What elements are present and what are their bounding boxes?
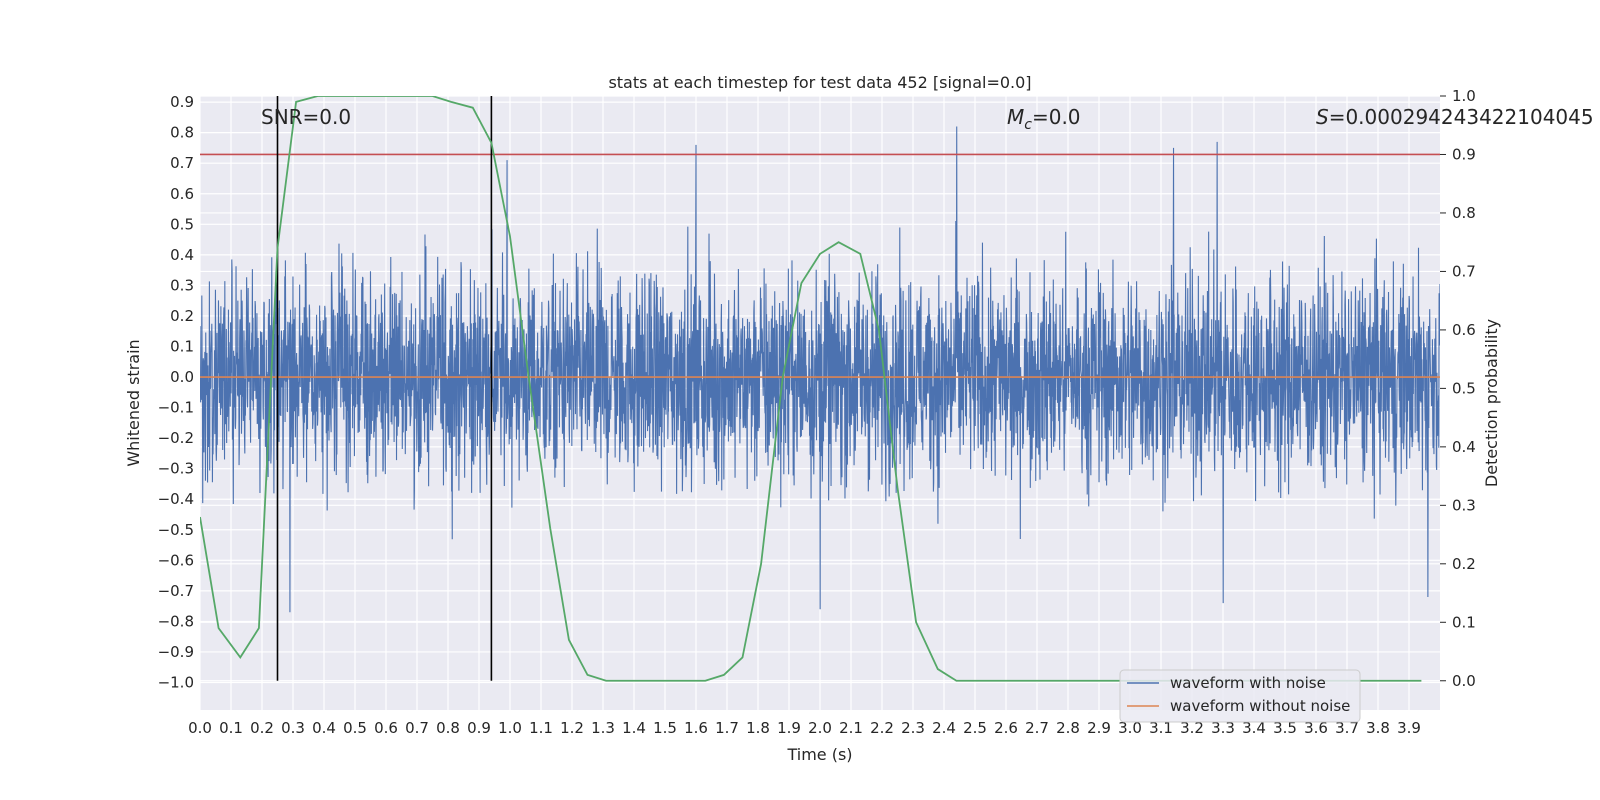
- y2-tick-label: 1.0: [1452, 87, 1476, 105]
- y-tick-label: −0.3: [158, 460, 194, 478]
- y-axis-label: Whitened strain: [124, 339, 143, 466]
- y-tick-label: −0.6: [158, 551, 194, 569]
- x-tick-label: 0.4: [312, 719, 336, 737]
- x-tick-label: 1.3: [591, 719, 615, 737]
- x-tick-label: 3.1: [1149, 719, 1173, 737]
- chart-title: stats at each timestep for test data 452…: [608, 73, 1031, 92]
- x-tick-label: 3.3: [1211, 719, 1235, 737]
- y2-tick-label: 0.9: [1452, 145, 1476, 163]
- x-tick-label: 2.9: [1087, 719, 1111, 737]
- y-tick-label: −0.2: [158, 429, 194, 447]
- y-tick-label: 0.4: [170, 246, 194, 264]
- mc-annotation: Mc=0.0: [1007, 105, 1081, 133]
- noise-waveform-layer: [200, 126, 1440, 613]
- x-tick-label: 1.1: [529, 719, 553, 737]
- y-tick-label: −0.5: [158, 521, 194, 539]
- x-tick-label: 2.0: [808, 719, 832, 737]
- mc-value: =0.0: [1032, 105, 1081, 129]
- x-axis-label: Time (s): [786, 745, 852, 764]
- y2-tick-label: 0.8: [1452, 204, 1476, 222]
- mc-subscript: c: [1024, 117, 1032, 133]
- s-value: =0.00029424342210404​5: [1329, 105, 1594, 129]
- x-tick-label: 1.9: [777, 719, 801, 737]
- y-tick-label: 0.3: [170, 276, 194, 294]
- noise-waveform-line: [200, 126, 1440, 613]
- x-tick-label: 3.9: [1397, 719, 1421, 737]
- y-tick-label: 0.0: [170, 368, 194, 386]
- y-tick-label: −1.0: [158, 674, 194, 692]
- x-tick-label: 1.6: [684, 719, 708, 737]
- x-tick-label: 0.6: [374, 719, 398, 737]
- y2-tick-label: 0.3: [1452, 496, 1476, 514]
- y2-tick-label: 0.2: [1452, 555, 1476, 573]
- y2-tick-labels: 1.0 0.9 0.8 0.7 0.6 0.5 0.4 0.3 0.2 0.1 0.0: [1440, 87, 1476, 690]
- y2-tick-label: 0.7: [1452, 262, 1476, 280]
- x-tick-label: 0.9: [467, 719, 491, 737]
- y2-tick-label: 0.6: [1452, 321, 1476, 339]
- y-tick-label: −0.4: [158, 490, 194, 508]
- y-tick-label: 0.2: [170, 307, 194, 325]
- y-tick-label: −0.7: [158, 582, 194, 600]
- legend-label-noise: waveform with noise: [1170, 674, 1326, 692]
- y2-tick-label: 0.1: [1452, 613, 1476, 631]
- x-tick-label: 2.5: [963, 719, 987, 737]
- x-tick-label: 1.4: [622, 719, 646, 737]
- y-tick-label: 0.1: [170, 337, 194, 355]
- s-symbol: S: [1316, 105, 1329, 129]
- x-tick-label: 0.5: [343, 719, 367, 737]
- y2-axis-label: Detection probability: [1482, 319, 1501, 487]
- x-tick-label: 0.1: [219, 719, 243, 737]
- x-tick-label: 2.2: [870, 719, 894, 737]
- y-tick-labels: 0.9 0.8 0.7 0.6 0.5 0.4 0.3 0.2 0.1 0.0 −0.1 −0.2 −0…: [158, 93, 194, 691]
- x-tick-label: 0.3: [281, 719, 305, 737]
- x-tick-label: 0.2: [250, 719, 274, 737]
- mc-symbol: M: [1007, 105, 1024, 129]
- x-tick-label: 1.7: [715, 719, 739, 737]
- x-tick-label: 1.8: [746, 719, 770, 737]
- x-tick-labels: 0.0 0.1 0.2 0.3 0.4 0.5 0.6 0.7 0.8 0.9 1.0 1.1 1.2 1…: [188, 719, 1421, 737]
- x-tick-label: 3.6: [1304, 719, 1328, 737]
- x-tick-label: 0.8: [436, 719, 460, 737]
- x-tick-label: 3.7: [1335, 719, 1359, 737]
- y-tick-label: −0.8: [158, 612, 194, 630]
- y2-tick-label: 0.4: [1452, 438, 1476, 456]
- x-tick-label: 0.7: [405, 719, 429, 737]
- s-annotation: S=0.00029424342210404​5: [1316, 105, 1594, 129]
- x-tick-label: 2.7: [1025, 719, 1049, 737]
- y-tick-label: −0.1: [158, 399, 194, 417]
- x-tick-label: 1.2: [560, 719, 584, 737]
- legend-box: [1119, 669, 1361, 723]
- x-tick-label: 0.0: [188, 719, 212, 737]
- y-tick-label: −0.9: [158, 643, 194, 661]
- y-tick-label: 0.7: [170, 154, 194, 172]
- x-tick-label: 3.8: [1366, 719, 1390, 737]
- y-tick-label: 0.5: [170, 215, 194, 233]
- x-tick-label: 2.6: [994, 719, 1018, 737]
- x-tick-label: 1.5: [653, 719, 677, 737]
- x-tick-label: 3.4: [1242, 719, 1266, 737]
- x-tick-label: 3.5: [1273, 719, 1297, 737]
- x-tick-label: 2.3: [901, 719, 925, 737]
- x-tick-label: 2.8: [1056, 719, 1080, 737]
- x-tick-label: 2.1: [839, 719, 863, 737]
- x-tick-label: 3.2: [1180, 719, 1204, 737]
- x-tick-label: 2.4: [932, 719, 956, 737]
- x-tick-label: 1.0: [498, 719, 522, 737]
- y2-tick-label: 0.5: [1452, 379, 1476, 397]
- legend-label-clean: waveform without noise: [1170, 697, 1350, 715]
- legend: waveform with noise waveform without noi…: [1119, 669, 1361, 723]
- snr-annotation: SNR=0.0: [261, 105, 351, 129]
- y-tick-label: 0.9: [170, 93, 194, 111]
- y-tick-label: 0.6: [170, 185, 194, 203]
- y-tick-label: 0.8: [170, 124, 194, 142]
- x-tick-label: 3.0: [1118, 719, 1142, 737]
- y2-tick-label: 0.0: [1452, 672, 1476, 690]
